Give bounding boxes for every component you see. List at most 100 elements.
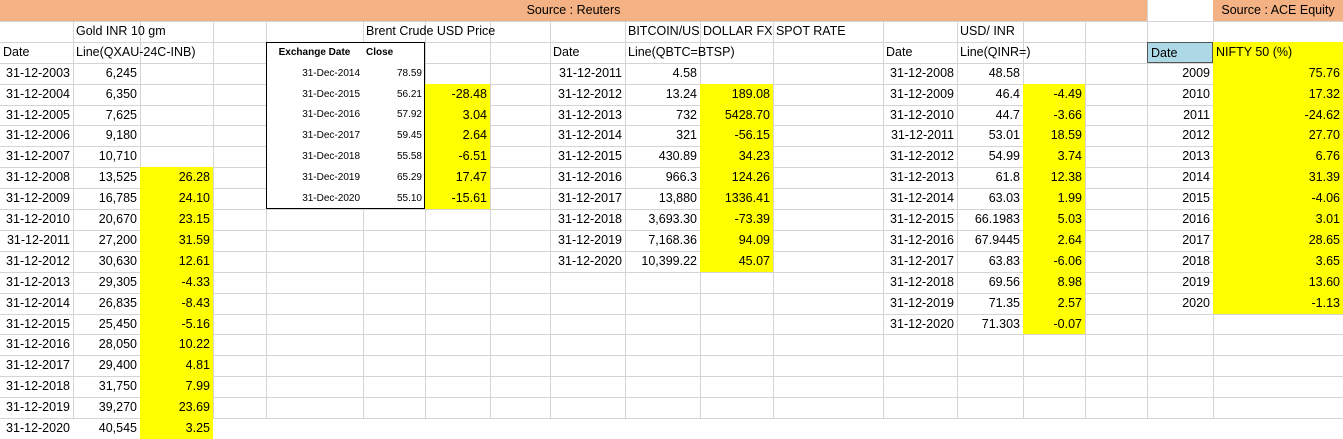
bitcoin-change-cell[interactable]: 94.09 bbox=[700, 230, 773, 251]
gold-date-cell[interactable]: 31-12-2012 bbox=[6, 254, 70, 268]
gold-date-cell[interactable]: 31-12-2019 bbox=[6, 400, 70, 414]
bitcoin-date-cell[interactable]: 31-12-2011 bbox=[558, 66, 622, 80]
nifty-change-cell[interactable]: 3.65 bbox=[1213, 251, 1343, 272]
gold-date-cell[interactable]: 31-12-2011 bbox=[6, 233, 70, 247]
bitcoin-date-cell[interactable]: 31-12-2019 bbox=[558, 233, 622, 247]
usdinr-date-cell[interactable]: 31-12-2017 bbox=[890, 254, 954, 268]
bitcoin-change-cell[interactable]: 5428.70 bbox=[700, 105, 773, 125]
gold-value-cell[interactable]: 7,625 bbox=[105, 108, 137, 122]
nifty-change-cell[interactable]: 6.76 bbox=[1213, 146, 1343, 167]
usdinr-date-cell[interactable]: 31-12-2020 bbox=[890, 317, 954, 331]
gold-value-cell[interactable]: 29,400 bbox=[98, 358, 137, 372]
brent-date-cell[interactable]: 31-Dec-2017 bbox=[302, 130, 360, 141]
brent-close-cell[interactable]: 57.92 bbox=[396, 109, 422, 120]
usdinr-value-cell[interactable]: 67.9445 bbox=[974, 233, 1020, 247]
usdinr-line-header[interactable]: Line(QINR=) bbox=[960, 45, 1031, 59]
nifty-year-cell[interactable]: 2009 bbox=[1182, 66, 1210, 80]
gold-date-cell[interactable]: 31-12-2016 bbox=[6, 337, 70, 351]
bitcoin-date-cell[interactable]: 31-12-2018 bbox=[558, 212, 622, 226]
nifty-change-cell[interactable]: 13.60 bbox=[1213, 272, 1343, 293]
usdinr-change-cell[interactable]: 5.03 bbox=[1023, 209, 1085, 230]
bitcoin-change-cell[interactable]: 34.23 bbox=[700, 146, 773, 167]
gold-date-cell[interactable]: 31-12-2009 bbox=[6, 191, 70, 205]
nifty-change-cell[interactable]: -4.06 bbox=[1213, 188, 1343, 209]
brent-date-cell[interactable]: 31-Dec-2020 bbox=[302, 193, 360, 204]
usdinr-change-cell[interactable]: 2.57 bbox=[1023, 293, 1085, 314]
usdinr-change-cell[interactable]: 12.38 bbox=[1023, 167, 1085, 188]
usdinr-value-cell[interactable]: 44.7 bbox=[995, 108, 1020, 122]
usdinr-value-cell[interactable]: 66.1983 bbox=[974, 212, 1020, 226]
usdinr-date-cell[interactable]: 31-12-2009 bbox=[890, 87, 954, 101]
usdinr-change-cell[interactable]: 1.99 bbox=[1023, 188, 1085, 209]
gold-value-cell[interactable]: 27,200 bbox=[98, 233, 137, 247]
bitcoin-line-header[interactable]: Line(QBTC=BTSP) bbox=[628, 45, 735, 59]
gold-date-cell[interactable]: 31-12-2008 bbox=[6, 170, 70, 184]
nifty-year-cell[interactable]: 2015 bbox=[1182, 191, 1210, 205]
gold-date-cell[interactable]: 31-12-2003 bbox=[6, 66, 70, 80]
usdinr-value-cell[interactable]: 54.99 bbox=[988, 149, 1020, 163]
brent-change-cell[interactable]: -6.51 bbox=[425, 146, 490, 167]
brent-exchange-date-header[interactable]: Exchange Date bbox=[278, 47, 351, 58]
usdinr-date-cell[interactable]: 31-12-2010 bbox=[890, 108, 954, 122]
gold-value-cell[interactable]: 39,270 bbox=[98, 400, 137, 414]
usdinr-date-cell[interactable]: 31-12-2012 bbox=[890, 149, 954, 163]
usdinr-date-cell[interactable]: 31-12-2011 bbox=[890, 128, 954, 142]
gold-change-cell[interactable]: 31.59 bbox=[140, 230, 213, 251]
gold-value-cell[interactable]: 13,525 bbox=[98, 170, 137, 184]
nifty-year-cell[interactable]: 2013 bbox=[1182, 149, 1210, 163]
gold-change-cell[interactable]: 7.99 bbox=[140, 376, 213, 397]
usdinr-value-cell[interactable]: 63.83 bbox=[988, 254, 1020, 268]
bitcoin-change-cell[interactable]: 124.26 bbox=[700, 167, 773, 188]
header-blank[interactable] bbox=[1147, 0, 1213, 21]
gold-date-cell[interactable]: 31-12-2006 bbox=[6, 128, 70, 142]
brent-date-cell[interactable]: 31-Dec-2015 bbox=[302, 89, 360, 100]
bitcoin-date-cell[interactable]: 31-12-2020 bbox=[558, 254, 622, 268]
usdinr-change-cell[interactable]: 3.74 bbox=[1023, 146, 1085, 167]
usdinr-date-cell[interactable]: 31-12-2013 bbox=[890, 170, 954, 184]
gold-date-header[interactable]: Date bbox=[3, 45, 30, 59]
nifty-change-cell[interactable]: 31.39 bbox=[1213, 167, 1343, 188]
nifty-date-header[interactable]: Date bbox=[1147, 42, 1213, 63]
usdinr-change-cell[interactable]: -0.07 bbox=[1023, 314, 1085, 334]
bitcoin-change-cell[interactable]: 189.08 bbox=[700, 84, 773, 105]
gold-title[interactable]: Gold INR 10 gm bbox=[76, 24, 166, 38]
nifty-change-cell[interactable]: -24.62 bbox=[1213, 105, 1343, 125]
nifty-change-cell[interactable]: 3.01 bbox=[1213, 209, 1343, 230]
usdinr-date-cell[interactable]: 31-12-2015 bbox=[890, 212, 954, 226]
usdinr-value-cell[interactable]: 63.03 bbox=[988, 191, 1020, 205]
gold-date-cell[interactable]: 31-12-2013 bbox=[6, 275, 70, 289]
usdinr-change-cell[interactable]: 8.98 bbox=[1023, 272, 1085, 293]
bitcoin-value-cell[interactable]: 13.24 bbox=[665, 87, 697, 101]
usdinr-date-cell[interactable]: 31-12-2014 bbox=[890, 191, 954, 205]
brent-close-cell[interactable]: 78.59 bbox=[396, 68, 422, 79]
gold-value-cell[interactable]: 10,710 bbox=[98, 149, 137, 163]
bitcoin-title[interactable]: BITCOIN/US DOLLAR FX SPOT RATE bbox=[628, 24, 846, 38]
gold-value-cell[interactable]: 26,835 bbox=[98, 296, 137, 310]
bitcoin-date-cell[interactable]: 31-12-2012 bbox=[558, 87, 622, 101]
brent-change-cell[interactable]: -28.48 bbox=[425, 84, 490, 105]
nifty-change-cell[interactable]: -1.13 bbox=[1213, 293, 1343, 314]
nifty-change-cell[interactable]: 17.32 bbox=[1213, 84, 1343, 105]
gold-change-cell[interactable]: -8.43 bbox=[140, 293, 213, 314]
gold-change-cell[interactable]: 23.15 bbox=[140, 209, 213, 230]
bitcoin-value-cell[interactable]: 13,880 bbox=[658, 191, 697, 205]
gold-date-cell[interactable]: 31-12-2018 bbox=[6, 379, 70, 393]
gold-change-cell[interactable]: 4.81 bbox=[140, 355, 213, 376]
bitcoin-value-cell[interactable]: 430.89 bbox=[658, 149, 697, 163]
gold-date-cell[interactable]: 31-12-2015 bbox=[6, 317, 70, 331]
gold-change-cell[interactable]: 23.69 bbox=[140, 397, 213, 418]
bitcoin-value-cell[interactable]: 10,399.22 bbox=[641, 254, 697, 268]
gold-value-cell[interactable]: 6,350 bbox=[105, 87, 137, 101]
source-ace-banner[interactable]: Source : ACE Equity bbox=[1213, 0, 1343, 21]
nifty-value-header[interactable]: NIFTY 50 (%) bbox=[1213, 42, 1343, 63]
bitcoin-value-cell[interactable]: 732 bbox=[676, 108, 697, 122]
usdinr-date-header[interactable]: Date bbox=[886, 45, 913, 59]
gold-value-cell[interactable]: 16,785 bbox=[98, 191, 137, 205]
usdinr-value-cell[interactable]: 71.303 bbox=[981, 317, 1020, 331]
brent-title[interactable]: Brent Crude USD Price bbox=[366, 24, 496, 38]
bitcoin-date-cell[interactable]: 31-12-2016 bbox=[558, 170, 622, 184]
usdinr-date-cell[interactable]: 31-12-2016 bbox=[890, 233, 954, 247]
bitcoin-value-cell[interactable]: 4.58 bbox=[672, 66, 697, 80]
gold-date-cell[interactable]: 31-12-2005 bbox=[6, 108, 70, 122]
brent-date-cell[interactable]: 31-Dec-2014 bbox=[302, 68, 360, 79]
